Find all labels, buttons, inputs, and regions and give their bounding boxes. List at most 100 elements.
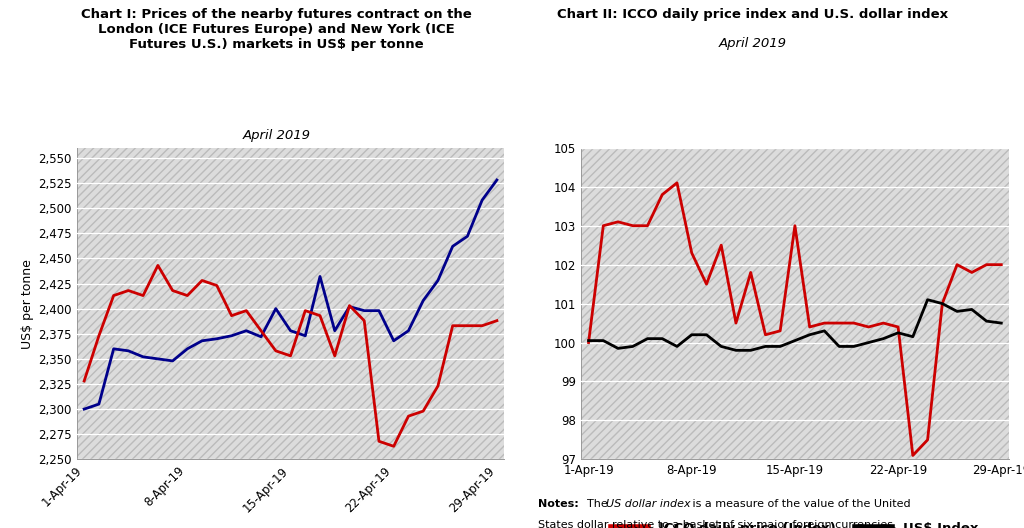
Nearby Contract London (US$) xyxy=(387,337,399,344)
ICCO daily price (Index) xyxy=(774,328,786,334)
Nearby Contract New York (US$) xyxy=(299,307,311,314)
Nearby Contract London (US$) xyxy=(93,401,105,407)
Nearby Contract New York (US$) xyxy=(196,277,208,284)
Line: Nearby Contract New York (US$): Nearby Contract New York (US$) xyxy=(84,266,497,446)
Nearby Contract New York (US$) xyxy=(122,287,134,294)
Nearby Contract New York (US$) xyxy=(329,353,341,359)
ICCO daily price (Index) xyxy=(906,452,919,459)
US$ Index xyxy=(774,343,786,350)
US$ Index xyxy=(744,347,757,354)
ICCO daily price (Index) xyxy=(980,261,992,268)
US$ Index xyxy=(627,343,639,350)
US$ Index xyxy=(788,337,801,344)
ICCO daily price (Index) xyxy=(671,180,683,186)
Nearby Contract New York (US$) xyxy=(225,313,238,319)
ICCO daily price (Index) xyxy=(641,223,653,229)
Nearby Contract New York (US$) xyxy=(432,383,444,389)
ICCO daily price (Index) xyxy=(995,261,1008,268)
ICCO daily price (Index) xyxy=(612,219,625,225)
US$ Index xyxy=(700,332,713,338)
Nearby Contract London (US$) xyxy=(211,336,223,342)
Line: Nearby Contract London (US$): Nearby Contract London (US$) xyxy=(84,180,497,409)
Nearby Contract London (US$) xyxy=(417,297,429,304)
US$ Index xyxy=(583,337,595,344)
ICCO daily price (Index) xyxy=(656,192,669,198)
Nearby Contract New York (US$) xyxy=(343,303,355,309)
Nearby Contract London (US$) xyxy=(299,333,311,339)
ICCO daily price (Index) xyxy=(730,320,742,326)
Nearby Contract London (US$) xyxy=(78,406,90,412)
Nearby Contract New York (US$) xyxy=(373,438,385,445)
ICCO daily price (Index) xyxy=(862,324,874,330)
Nearby Contract New York (US$) xyxy=(417,408,429,414)
Nearby Contract New York (US$) xyxy=(314,313,327,319)
Nearby Contract London (US$) xyxy=(490,177,503,183)
Text: States dollar relative to a basket of six major foreign currencies.: States dollar relative to a basket of si… xyxy=(538,520,896,528)
Nearby Contract London (US$) xyxy=(314,274,327,280)
US$ Index xyxy=(641,335,653,342)
Text: US dollar index: US dollar index xyxy=(606,499,691,509)
Text: April 2019: April 2019 xyxy=(719,37,786,50)
Nearby Contract New York (US$) xyxy=(476,323,488,329)
Nearby Contract London (US$) xyxy=(241,327,253,334)
ICCO daily price (Index) xyxy=(700,281,713,287)
ICCO daily price (Index) xyxy=(744,269,757,276)
Nearby Contract London (US$) xyxy=(196,337,208,344)
Nearby Contract London (US$) xyxy=(122,347,134,354)
ICCO daily price (Index) xyxy=(759,332,771,338)
ICCO daily price (Index) xyxy=(583,340,595,346)
US$ Index xyxy=(612,345,625,352)
Nearby Contract London (US$) xyxy=(402,327,415,334)
Nearby Contract London (US$) xyxy=(476,197,488,203)
US$ Index xyxy=(759,343,771,350)
ICCO daily price (Index) xyxy=(951,261,964,268)
Nearby Contract New York (US$) xyxy=(269,347,282,354)
Nearby Contract New York (US$) xyxy=(387,443,399,449)
US$ Index xyxy=(671,343,683,350)
Nearby Contract London (US$) xyxy=(255,334,267,340)
Nearby Contract London (US$) xyxy=(358,307,371,314)
Nearby Contract London (US$) xyxy=(285,327,297,334)
Text: Chart II: ICCO daily price index and U.S. dollar index: Chart II: ICCO daily price index and U.S… xyxy=(557,8,948,21)
Nearby Contract London (US$) xyxy=(329,327,341,334)
Text: April 2019: April 2019 xyxy=(243,129,310,143)
Nearby Contract New York (US$) xyxy=(167,287,179,294)
ICCO daily price (Index) xyxy=(833,320,845,326)
Nearby Contract New York (US$) xyxy=(108,293,120,299)
US$ Index xyxy=(922,297,934,303)
Nearby Contract New York (US$) xyxy=(152,262,164,269)
Nearby Contract New York (US$) xyxy=(93,333,105,339)
Nearby Contract London (US$) xyxy=(269,306,282,312)
Text: The: The xyxy=(587,499,611,509)
ICCO daily price (Index) xyxy=(922,437,934,443)
Text: Chart I: Prices of the nearby futures contract on the
London (ICE Futures Europe: Chart I: Prices of the nearby futures co… xyxy=(81,8,472,51)
Nearby Contract New York (US$) xyxy=(211,282,223,289)
US$ Index xyxy=(730,347,742,354)
US$ Index xyxy=(818,328,830,334)
Line: ICCO daily price (Index): ICCO daily price (Index) xyxy=(589,183,1001,456)
US$ Index xyxy=(804,332,816,338)
US$ Index xyxy=(906,334,919,340)
US$ Index xyxy=(862,340,874,346)
Nearby Contract New York (US$) xyxy=(181,293,194,299)
Nearby Contract London (US$) xyxy=(108,346,120,352)
US$ Index xyxy=(715,343,727,350)
Nearby Contract New York (US$) xyxy=(402,413,415,419)
US$ Index xyxy=(951,308,964,315)
Nearby Contract London (US$) xyxy=(152,356,164,362)
Nearby Contract New York (US$) xyxy=(137,293,150,299)
Nearby Contract London (US$) xyxy=(373,307,385,314)
Nearby Contract New York (US$) xyxy=(241,307,253,314)
ICCO daily price (Index) xyxy=(966,269,978,276)
ICCO daily price (Index) xyxy=(936,300,948,307)
Nearby Contract London (US$) xyxy=(432,277,444,284)
US$ Index xyxy=(597,337,609,344)
Nearby Contract London (US$) xyxy=(461,233,473,239)
Nearby Contract London (US$) xyxy=(167,357,179,364)
Nearby Contract London (US$) xyxy=(343,304,355,310)
ICCO daily price (Index) xyxy=(818,320,830,326)
US$ Index xyxy=(980,318,992,324)
Nearby Contract New York (US$) xyxy=(490,317,503,324)
Nearby Contract New York (US$) xyxy=(358,317,371,324)
US$ Index xyxy=(686,332,698,338)
